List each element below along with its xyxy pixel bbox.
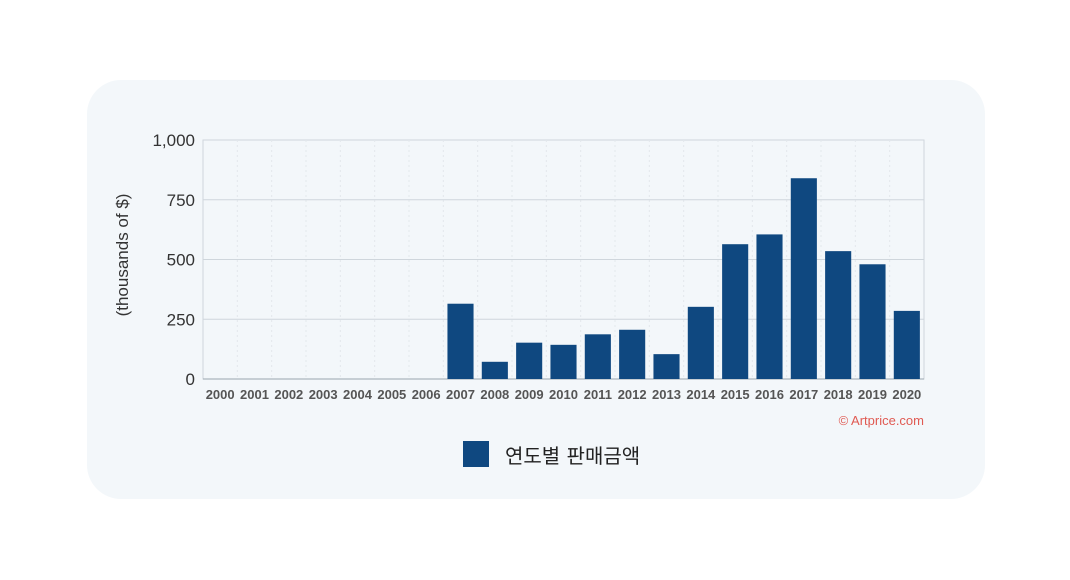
legend: 연도별 판매금액: [463, 440, 640, 468]
bar: [619, 329, 646, 379]
x-tick-label: 2017: [789, 387, 818, 402]
x-tick-label: 2020: [892, 387, 921, 402]
x-tick-label: 2016: [755, 387, 784, 402]
y-tick-label: 250: [167, 310, 195, 329]
bar: [722, 244, 749, 379]
y-tick-label: 1,000: [152, 131, 195, 150]
x-tick-label: 2005: [377, 387, 406, 402]
y-axis-label: (thousands of $): [113, 194, 132, 317]
bar: [550, 344, 577, 379]
x-tick-label: 2000: [206, 387, 235, 402]
x-tick-label: 2006: [412, 387, 441, 402]
x-tick-label: 2012: [618, 387, 647, 402]
legend-label: 연도별 판매금액: [505, 443, 641, 468]
bar: [790, 178, 817, 379]
x-tick-label: 2007: [446, 387, 475, 402]
x-tick-label: 2002: [274, 387, 303, 402]
bar: [447, 303, 474, 379]
x-tick-label: 2004: [343, 387, 373, 402]
bar: [859, 264, 886, 379]
x-tick-label: 2018: [824, 387, 853, 402]
x-tick-label: 2015: [721, 387, 750, 402]
bars-layer: [447, 178, 920, 379]
bar: [756, 234, 783, 379]
bar: [584, 334, 611, 379]
x-tick-labels: 2000 2001 2002 2003 2004 2005 2006 2007 2008 2009…: [206, 387, 922, 402]
bar: [825, 251, 852, 379]
x-tick-label: 2010: [549, 387, 578, 402]
x-tick-label: 2001: [240, 387, 269, 402]
x-tick-label: 2013: [652, 387, 681, 402]
x-tick-label: 2003: [309, 387, 338, 402]
x-tick-label: 2019: [858, 387, 887, 402]
x-tick-label: 2014: [686, 387, 716, 402]
x-tick-label: 2011: [584, 387, 612, 402]
y-tick-labels: 0 250 500 750 1,000: [152, 131, 195, 389]
x-tick-label: 2008: [480, 387, 509, 402]
bar: [653, 354, 680, 379]
bar: [687, 306, 714, 379]
legend-swatch: [463, 441, 489, 467]
bar: [516, 342, 543, 379]
bar: [893, 310, 920, 379]
y-tick-label: 500: [167, 251, 195, 270]
y-tick-label: 750: [167, 191, 195, 210]
bar: [481, 361, 508, 379]
source-credit: © Artprice.com: [839, 413, 924, 428]
x-tick-label: 2009: [515, 387, 544, 402]
y-tick-label: 0: [186, 370, 195, 389]
